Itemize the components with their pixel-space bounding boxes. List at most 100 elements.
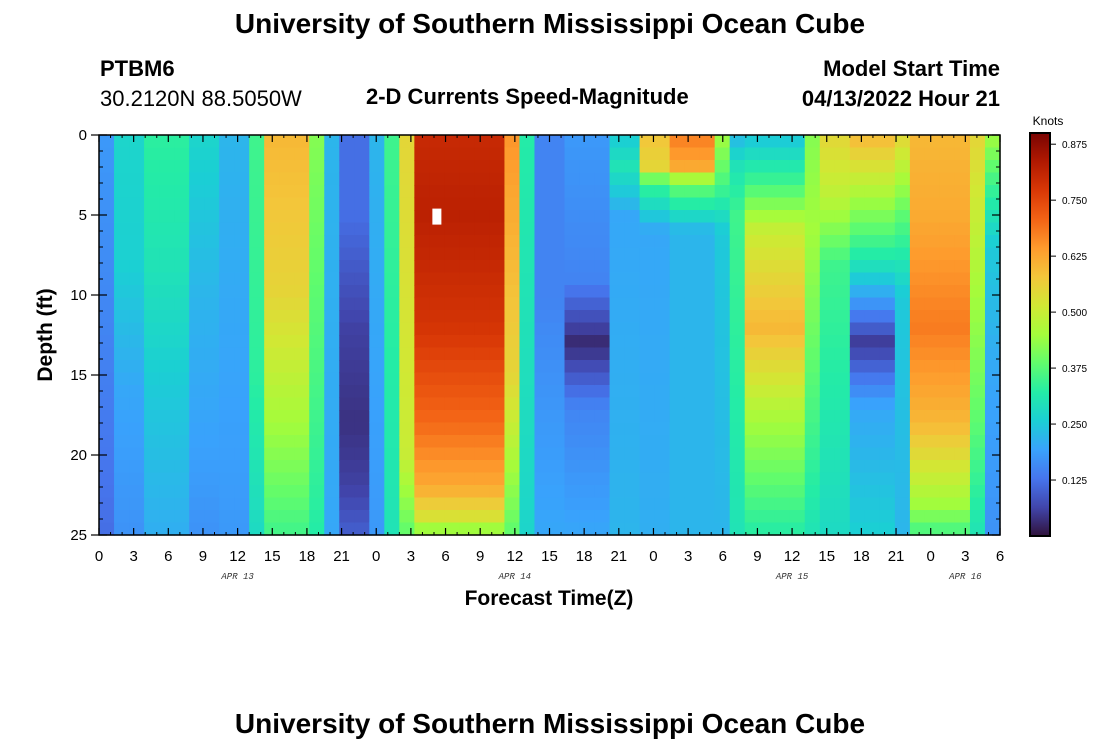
heatmap-cell [879, 322, 896, 336]
heatmap-cell [579, 160, 596, 174]
heatmap-cell [834, 147, 851, 161]
x-axis-ticks: 0 3 6 9 12 15 18 21 0 3 6 9 12 15 18 21 0 3 6 9 12 15 18 21 0 3 6A… [95, 135, 1004, 582]
heatmap-cell [189, 285, 205, 299]
heatmap-cell [249, 297, 265, 311]
heatmap-cell [384, 360, 400, 374]
x-tick-label: 12 [229, 548, 246, 565]
heatmap-cell [204, 522, 220, 536]
heatmap-cell [834, 260, 851, 274]
heatmap-cell [144, 410, 160, 424]
heatmap-cell [324, 310, 340, 324]
heatmap-cell [219, 285, 235, 299]
heatmap-cell [219, 235, 235, 249]
heatmap-cell [849, 160, 866, 174]
heatmap-cell [564, 185, 581, 199]
heatmap-cell [939, 210, 956, 224]
heatmap-cell [684, 510, 701, 524]
heatmap-cell [834, 222, 851, 236]
heatmap-cell [144, 235, 160, 249]
heatmap-cell [699, 135, 716, 149]
heatmap-cell [849, 197, 866, 211]
heatmap-cell [729, 272, 746, 286]
heatmap-cell [744, 335, 761, 349]
heatmap-cell [804, 297, 821, 311]
heatmap-cell [489, 247, 506, 261]
heatmap-cell [669, 210, 686, 224]
heatmap-cell [234, 522, 250, 536]
heatmap-cell [204, 272, 220, 286]
heatmap-cell [699, 510, 716, 524]
heatmap-cell [894, 172, 911, 186]
heatmap-cell [954, 297, 971, 311]
heatmap-cell [834, 472, 851, 486]
heatmap-cell [429, 460, 445, 474]
heatmap-cell [954, 210, 971, 224]
heatmap-cell [534, 397, 551, 411]
heatmap-cell [519, 272, 536, 286]
heatmap-cell [519, 147, 536, 161]
heatmap-cell [369, 247, 385, 261]
heatmap-cell [969, 185, 986, 199]
heatmap-cell [894, 222, 911, 236]
heatmap-cell [894, 472, 911, 486]
heatmap-cell [984, 335, 1001, 349]
heatmap-cell [624, 247, 641, 261]
heatmap-cell [639, 435, 656, 449]
heatmap-cell [714, 210, 731, 224]
heatmap-cell [129, 160, 145, 174]
heatmap-cell [324, 160, 340, 174]
heatmap-cell [834, 522, 851, 536]
heatmap-cell [99, 272, 115, 286]
heatmap-cell [339, 422, 355, 436]
heatmap-cell [774, 360, 791, 374]
heatmap-cell [324, 210, 340, 224]
heatmap-cell [984, 297, 1001, 311]
heatmap-cell [729, 397, 746, 411]
heatmap-cell [579, 285, 596, 299]
heatmap-cell [834, 460, 851, 474]
heatmap-cell [609, 497, 626, 511]
heatmap-cell [204, 447, 220, 461]
colorbar [1029, 132, 1051, 537]
heatmap-cell [729, 235, 746, 249]
heatmap-cell [894, 422, 911, 436]
heatmap-cell [114, 135, 130, 149]
heatmap-cell [474, 147, 491, 161]
heatmap-cell [129, 185, 145, 199]
colorbar-tick-label: 0.625 [1062, 252, 1087, 263]
heatmap-cell [159, 510, 175, 524]
heatmap-cell [579, 485, 596, 499]
heatmap-cell [234, 322, 250, 336]
heatmap-cell [624, 447, 641, 461]
heatmap-cell [774, 197, 791, 211]
heatmap-cell [684, 222, 701, 236]
heatmap-cell [684, 497, 701, 511]
heatmap-cell [774, 335, 791, 349]
heatmap-cell [834, 422, 851, 436]
heatmap-cell [834, 210, 851, 224]
heatmap-cell [264, 260, 280, 274]
heatmap-cell [849, 360, 866, 374]
heatmap-cell [414, 347, 430, 361]
heatmap-cell [909, 435, 926, 449]
heatmap-cell [804, 422, 821, 436]
heatmap-cell [714, 222, 731, 236]
heatmap-cell [924, 172, 941, 186]
heatmap-cell [654, 135, 671, 149]
heatmap-cell [399, 360, 415, 374]
heatmap-cell [669, 410, 686, 424]
heatmap-cell [234, 447, 250, 461]
heatmap-cell [564, 172, 581, 186]
heatmap-cell [699, 160, 716, 174]
heatmap-cell [819, 147, 836, 161]
heatmap-cell [204, 460, 220, 474]
heatmap-cell [474, 310, 491, 324]
heatmap-cell [369, 422, 385, 436]
heatmap-cell [639, 222, 656, 236]
heatmap-cell [489, 397, 506, 411]
heatmap-cell [459, 160, 476, 174]
heatmap-cell [804, 210, 821, 224]
heatmap-cell [804, 310, 821, 324]
heatmap-cell [534, 497, 551, 511]
heatmap-cell [849, 335, 866, 349]
